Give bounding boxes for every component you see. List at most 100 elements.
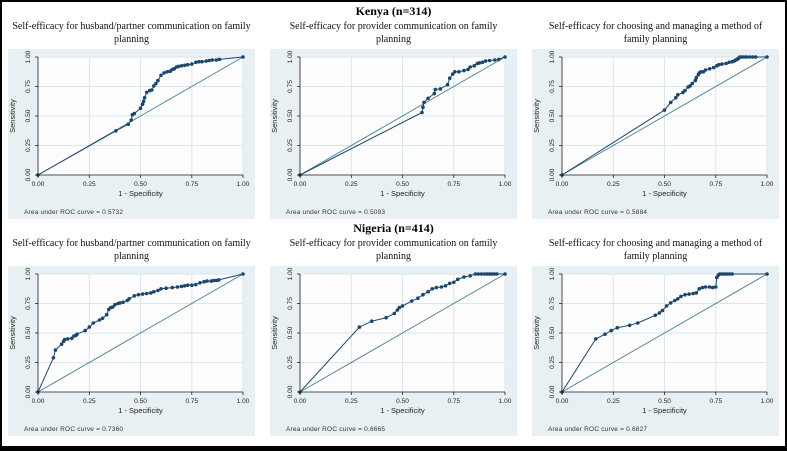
svg-text:1.00: 1.00 (549, 267, 556, 280)
svg-text:0.75: 0.75 (287, 80, 294, 93)
y-axis: 0.00 0.25 0.50 0.75 1.00 Sensitivity (270, 267, 301, 398)
x-axis: 0.00 0.25 0.50 0.75 1.00 1 - Specificity (556, 391, 774, 415)
svg-text:0.25: 0.25 (549, 356, 556, 369)
y-axis: 0.00 0.25 0.50 0.75 1.00 Sensitivity (532, 50, 563, 181)
y-axis: 0.00 0.25 0.50 0.75 1.00 Sensitivity (270, 50, 301, 181)
svg-text:0.50: 0.50 (396, 181, 409, 188)
roc-points (560, 55, 769, 177)
x-axis-label: 1 - Specificity (118, 189, 163, 198)
svg-text:0.50: 0.50 (287, 326, 294, 339)
roc-chart-svg: 0.00 0.25 0.50 0.75 1.00 1 - Specificity 0.0… (8, 267, 250, 415)
chart-title: Self-efficacy for choosing and managing … (548, 238, 763, 262)
svg-text:1.00: 1.00 (25, 267, 32, 280)
y-axis-label: Sensitivity (8, 316, 17, 350)
svg-text:0.50: 0.50 (25, 109, 32, 122)
svg-text:0.25: 0.25 (83, 181, 96, 188)
chart-column: Self-efficacy for husband/partner commun… (8, 19, 255, 219)
chart-column: Self-efficacy for provider communication… (270, 19, 517, 219)
y-axis: 0.00 0.25 0.50 0.75 1.00 Sensitivity (8, 50, 39, 181)
chart-card: 0.00 0.25 0.50 0.75 1.00 1 - Specificity 0.0… (270, 49, 517, 219)
auc-note: Area under ROC curve = 0.5732 (24, 209, 124, 216)
section-nigeria: Nigeria (n=414) Self-efficacy for husban… (2, 219, 785, 436)
svg-text:1.00: 1.00 (499, 398, 512, 405)
svg-text:0.00: 0.00 (32, 398, 45, 405)
y-axis: 0.00 0.25 0.50 0.75 1.00 Sensitivity (8, 267, 39, 398)
section-header-nigeria: Nigeria (n=414) (353, 221, 434, 235)
chart-title: Self-efficacy for provider communication… (289, 21, 498, 45)
svg-text:0.75: 0.75 (287, 297, 294, 310)
chart-card: 0.00 0.25 0.50 0.75 1.00 1 - Specificity 0.0… (8, 266, 255, 436)
svg-text:0.75: 0.75 (25, 80, 32, 93)
chart-title: Self-efficacy for husband/partner commun… (12, 21, 251, 45)
svg-text:0.00: 0.00 (549, 385, 556, 398)
svg-text:0.25: 0.25 (345, 398, 358, 405)
section-header-kenya: Kenya (n=314) (355, 4, 432, 18)
roc-points (36, 55, 245, 177)
svg-text:0.50: 0.50 (658, 181, 671, 188)
svg-text:0.75: 0.75 (25, 297, 32, 310)
svg-text:0.50: 0.50 (658, 398, 671, 405)
svg-text:0.50: 0.50 (396, 398, 409, 405)
svg-text:0.25: 0.25 (83, 398, 96, 405)
svg-text:0.75: 0.75 (709, 181, 722, 188)
x-axis-label: 1 - Specificity (642, 189, 687, 198)
section-kenya: Kenya (n=314) Self-efficacy for husband/… (2, 2, 785, 219)
y-axis-label: Sensitivity (270, 99, 279, 133)
svg-text:0.25: 0.25 (607, 398, 620, 405)
x-axis: 0.00 0.25 0.50 0.75 1.00 1 - Specificity (556, 174, 774, 198)
roc-points (298, 272, 507, 394)
svg-text:1.00: 1.00 (549, 50, 556, 63)
roc-chart-svg: 0.00 0.25 0.50 0.75 1.00 1 - Specificity 0.0… (8, 50, 250, 198)
svg-text:0.00: 0.00 (25, 385, 32, 398)
chart-card: 0.00 0.25 0.50 0.75 1.00 1 - Specificity 0.0… (270, 266, 517, 436)
chart-column: Self-efficacy for choosing and managing … (532, 19, 779, 219)
reference-line (299, 273, 506, 393)
svg-text:1.00: 1.00 (761, 181, 774, 188)
x-axis: 0.00 0.25 0.50 0.75 1.00 1 - Specificity (294, 174, 512, 198)
x-axis: 0.00 0.25 0.50 0.75 1.00 1 - Specificity (32, 174, 250, 198)
svg-text:0.75: 0.75 (549, 80, 556, 93)
svg-text:0.50: 0.50 (134, 181, 147, 188)
roc-chart-svg: 0.00 0.25 0.50 0.75 1.00 1 - Specificity 0.0… (270, 267, 512, 415)
roc-chart-svg: 0.00 0.25 0.50 0.75 1.00 1 - Specificity 0.0… (532, 267, 774, 415)
reference-line (37, 273, 244, 393)
auc-note: Area under ROC curve = 0.5093 (286, 209, 386, 216)
svg-text:0.00: 0.00 (556, 181, 569, 188)
roc-points (298, 55, 507, 177)
x-axis-label: 1 - Specificity (118, 406, 163, 415)
svg-text:0.00: 0.00 (294, 398, 307, 405)
svg-text:0.00: 0.00 (294, 181, 307, 188)
svg-text:0.50: 0.50 (549, 109, 556, 122)
chart-title: Self-efficacy for choosing and managing … (548, 21, 763, 45)
svg-text:0.00: 0.00 (549, 168, 556, 181)
svg-text:0.25: 0.25 (25, 356, 32, 369)
roc-points (36, 272, 245, 394)
roc-chart-svg: 0.00 0.25 0.50 0.75 1.00 1 - Specificity 0.0… (532, 50, 774, 198)
svg-text:0.00: 0.00 (32, 181, 45, 188)
svg-text:0.25: 0.25 (607, 181, 620, 188)
y-axis: 0.00 0.25 0.50 0.75 1.00 Sensitivity (532, 267, 563, 398)
svg-text:0.50: 0.50 (134, 398, 147, 405)
svg-text:0.25: 0.25 (287, 356, 294, 369)
y-axis-label: Sensitivity (532, 316, 541, 350)
y-axis-label: Sensitivity (532, 99, 541, 133)
chart-card: 0.00 0.25 0.50 0.75 1.00 1 - Specificity 0.0… (532, 49, 779, 219)
svg-text:0.75: 0.75 (709, 398, 722, 405)
svg-text:0.75: 0.75 (185, 398, 198, 405)
auc-note: Area under ROC curve = 0.6827 (548, 426, 648, 433)
auc-note: Area under ROC curve = 0.5884 (548, 209, 648, 216)
reference-line (561, 273, 768, 393)
auc-note: Area under ROC curve = 0.7360 (24, 426, 124, 433)
roc-chart-svg: 0.00 0.25 0.50 0.75 1.00 1 - Specificity 0.0… (270, 50, 512, 198)
svg-text:0.75: 0.75 (185, 181, 198, 188)
chart-column: Self-efficacy for husband/partner commun… (8, 236, 255, 436)
svg-text:1.00: 1.00 (25, 50, 32, 63)
chart-column: Self-efficacy for provider communication… (270, 236, 517, 436)
x-axis-label: 1 - Specificity (380, 189, 425, 198)
reference-line (561, 56, 768, 176)
svg-text:0.50: 0.50 (287, 109, 294, 122)
x-axis-label: 1 - Specificity (642, 406, 687, 415)
reference-line (299, 56, 506, 176)
svg-text:0.00: 0.00 (25, 168, 32, 181)
